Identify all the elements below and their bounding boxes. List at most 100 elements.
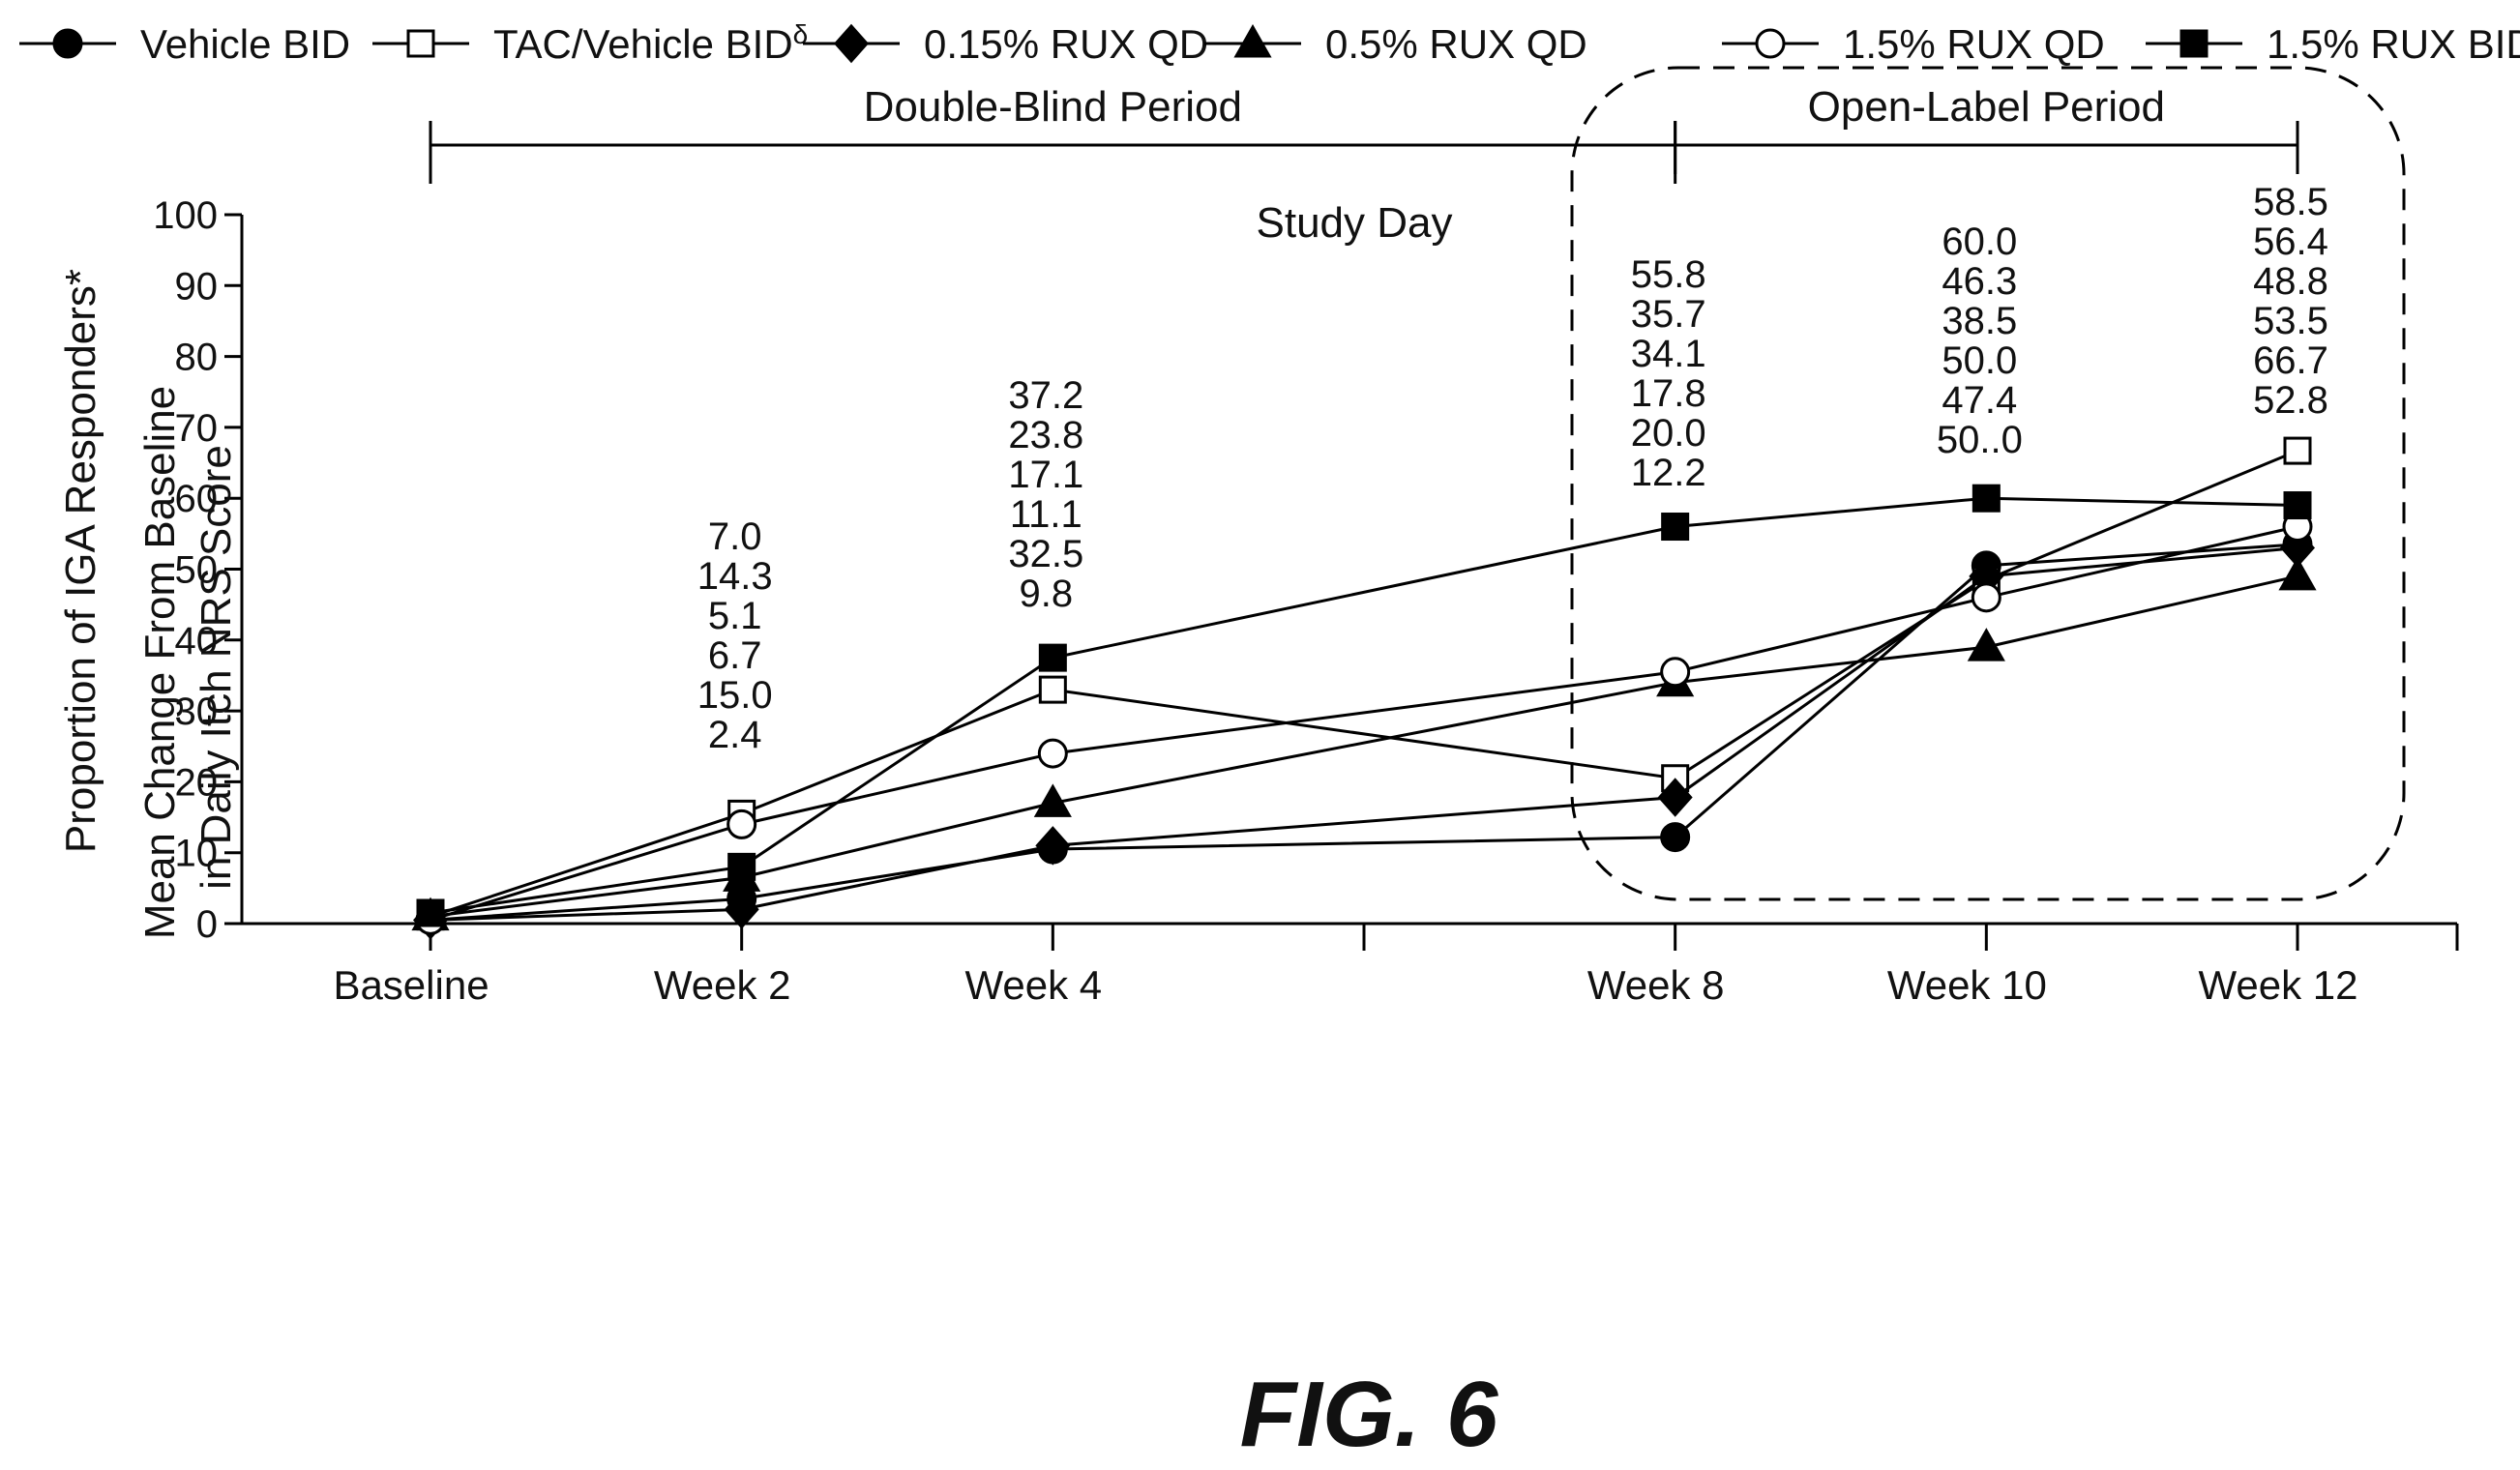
data-point bbox=[1972, 484, 2001, 513]
data-point bbox=[1035, 826, 1071, 866]
x-tick-label: Week 10 bbox=[1887, 962, 2047, 1008]
period-brackets: Double-Blind Period Open-Label Period bbox=[429, 66, 2406, 901]
annotation-value: 46.3 bbox=[1942, 260, 2017, 303]
y-tick-label: 10 bbox=[175, 833, 219, 875]
annotation-value: 38.5 bbox=[1942, 300, 2017, 342]
y-tick-label: 100 bbox=[153, 194, 218, 237]
data-point bbox=[1033, 783, 1072, 817]
series-line bbox=[430, 546, 2298, 922]
legend-marker bbox=[2179, 29, 2209, 58]
data-point bbox=[1971, 582, 2001, 613]
data-point bbox=[1038, 675, 1067, 704]
y-tick-label: 30 bbox=[175, 691, 219, 733]
legend-marker bbox=[52, 28, 83, 59]
y-axis-overlay-title-line2: in Daily Itch NRS Score bbox=[193, 445, 240, 890]
legend-item-0-5-rux-qd: 0.5% RUX QD bbox=[1204, 21, 1587, 67]
annotation-value: 34.1 bbox=[1631, 333, 1706, 375]
y-axis-overlay-title-line1: Mean Change From Baseline bbox=[136, 386, 184, 939]
annotation-value: 9.8 bbox=[1020, 573, 1074, 615]
y-tick-label: 50 bbox=[175, 549, 219, 592]
data-point bbox=[1967, 628, 2005, 662]
series-line bbox=[430, 525, 2298, 922]
legend-label: 1.5% RUX QD bbox=[1843, 21, 2105, 67]
data-point bbox=[1660, 657, 1691, 688]
legend: Vehicle BID TAC/Vehicle BIDδ 0.15% RUX QD 0… bbox=[19, 19, 2520, 68]
period-label: Double-Blind Period bbox=[864, 83, 1242, 131]
annotation-week-4: 37.223.817.111.132.59.8 bbox=[1008, 374, 1083, 615]
x-tick-label: Week 8 bbox=[1587, 962, 1725, 1008]
annotation-week-10: 60.046.338.550.047.450..0 bbox=[1937, 220, 2023, 461]
data-point bbox=[1037, 738, 1068, 769]
chart-title: Study Day bbox=[1257, 199, 1453, 247]
series-line bbox=[430, 543, 2298, 922]
data-point bbox=[2283, 436, 2312, 465]
annotation-week-2: 7.014.35.16.715.02.4 bbox=[697, 515, 773, 756]
x-tick-label: Baseline bbox=[333, 962, 489, 1008]
y-tick-label: 70 bbox=[175, 407, 219, 450]
annotation-value: 66.7 bbox=[2253, 339, 2328, 382]
annotation-value: 2.4 bbox=[708, 714, 762, 756]
data-point bbox=[2278, 556, 2317, 591]
legend-item-1-5-rux-bid: 1.5% RUX BID bbox=[2146, 21, 2520, 67]
legend-item-tac-vehicle-bid: TAC/Vehicle BIDδ bbox=[372, 19, 808, 68]
y-axis-title: Proportion of IGA Responders* bbox=[57, 269, 104, 853]
annotation-value: 50.0 bbox=[1942, 339, 2017, 382]
data-point bbox=[416, 898, 445, 927]
legend-label: 1.5% RUX BID bbox=[2267, 21, 2520, 67]
annotation-value: 20.0 bbox=[1631, 412, 1706, 455]
annotation-value: 35.7 bbox=[1631, 293, 1706, 336]
y-axis-labels: Proportion of IGA Responders* Mean Change… bbox=[57, 269, 240, 939]
annotation-week-12: 58.556.448.853.566.752.8 bbox=[2253, 181, 2328, 422]
legend-label: Vehicle BID bbox=[140, 21, 350, 67]
annotation-value: 50..0 bbox=[1937, 419, 2023, 461]
series-1-5-rux-bid bbox=[416, 484, 2312, 927]
data-annotations: 7.014.35.16.715.02.4 37.223.817.111.132.5… bbox=[697, 181, 2328, 756]
period-open-label-period: Open-Label Period bbox=[1570, 66, 2406, 901]
data-point bbox=[1660, 822, 1691, 853]
annotation-value: 55.8 bbox=[1631, 253, 1706, 296]
series-line bbox=[430, 496, 2298, 915]
annotation-value: 32.5 bbox=[1008, 533, 1083, 575]
annotation-value: 53.5 bbox=[2253, 300, 2328, 342]
y-tick-label: 20 bbox=[175, 761, 219, 804]
series-line bbox=[430, 449, 2298, 919]
legend-item-vehicle-bid: Vehicle BID bbox=[19, 21, 350, 67]
annotation-value: 5.1 bbox=[708, 595, 762, 637]
series-0-15-rux-qd bbox=[412, 528, 2316, 940]
legend-marker bbox=[833, 23, 870, 64]
annotation-week-8: 55.835.734.117.820.012.2 bbox=[1631, 253, 1706, 494]
annotation-value: 56.4 bbox=[2253, 220, 2328, 263]
legend-label: 0.15% RUX QD bbox=[924, 21, 1208, 67]
annotation-value: 7.0 bbox=[708, 515, 762, 558]
data-point bbox=[1661, 513, 1690, 542]
data-point bbox=[724, 890, 759, 929]
legend-marker bbox=[1233, 23, 1272, 58]
period-label: Open-Label Period bbox=[1808, 83, 2165, 131]
period-double-blind-period: Double-Blind Period bbox=[429, 83, 1677, 184]
annotation-value: 14.3 bbox=[697, 555, 773, 598]
series-line bbox=[430, 574, 2298, 919]
data-point bbox=[726, 808, 757, 839]
legend-marker bbox=[406, 29, 435, 58]
legend-item-1-5-rux-qd: 1.5% RUX QD bbox=[1722, 21, 2105, 67]
series-group bbox=[411, 436, 2317, 940]
y-tick-label: 40 bbox=[175, 620, 219, 662]
annotation-value: 12.2 bbox=[1631, 452, 1706, 494]
legend-label-superscript: δ bbox=[793, 19, 809, 49]
y-tick-label: 80 bbox=[175, 337, 219, 379]
y-tick-label: 90 bbox=[175, 265, 219, 308]
x-tick-label: Week 12 bbox=[2199, 962, 2358, 1008]
annotation-value: 52.8 bbox=[2253, 379, 2328, 422]
annotation-value: 15.0 bbox=[697, 674, 773, 717]
annotation-value: 23.8 bbox=[1008, 414, 1083, 456]
x-tick-label: Week 2 bbox=[654, 962, 791, 1008]
annotation-value: 58.5 bbox=[2253, 181, 2328, 223]
figure-label: FIG. 6 bbox=[1240, 1363, 1498, 1466]
legend-marker bbox=[1755, 28, 1786, 59]
axes: 0 10 20 30 40 50 60 70 80 90 100 Baseline Week 2 Week… bbox=[153, 194, 2459, 1008]
annotation-value: 6.7 bbox=[708, 634, 762, 677]
y-tick-label: 0 bbox=[196, 903, 218, 946]
legend-label: TAC/Vehicle BIDδ bbox=[493, 19, 808, 68]
x-tick-label: Week 4 bbox=[965, 962, 1103, 1008]
